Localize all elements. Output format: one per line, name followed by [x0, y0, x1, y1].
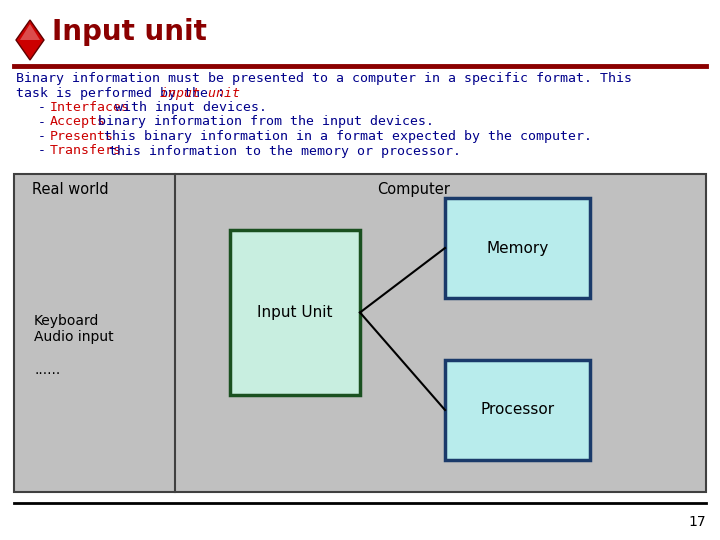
- Bar: [230, 230, 360, 395]
- Text: Interfaces: Interfaces: [50, 101, 130, 114]
- Bar: [445, 198, 590, 298]
- Text: Presents: Presents: [50, 130, 114, 143]
- Text: input unit: input unit: [160, 86, 240, 99]
- Text: Input Unit: Input Unit: [257, 305, 333, 320]
- Polygon shape: [16, 20, 44, 60]
- Text: with input devices.: with input devices.: [107, 101, 267, 114]
- Bar: [14, 174, 706, 492]
- Text: Processor: Processor: [480, 402, 554, 417]
- Text: Binary information must be presented to a computer in a specific format. This: Binary information must be presented to …: [16, 72, 632, 85]
- Text: Memory: Memory: [487, 240, 549, 255]
- Text: 17: 17: [688, 515, 706, 529]
- Text: -: -: [38, 145, 54, 158]
- Text: this information to the memory or processor.: this information to the memory or proces…: [102, 145, 462, 158]
- Polygon shape: [20, 24, 40, 40]
- Text: Keyboard
Audio input

......: Keyboard Audio input ......: [34, 314, 114, 376]
- Text: -: -: [38, 116, 54, 129]
- Text: -: -: [38, 101, 54, 114]
- Text: task is performed by the: task is performed by the: [16, 86, 216, 99]
- Text: Input unit: Input unit: [52, 18, 207, 46]
- Text: :: :: [217, 86, 225, 99]
- Text: binary information from the input devices.: binary information from the input device…: [90, 116, 433, 129]
- Text: Real world: Real world: [32, 182, 109, 197]
- Text: Transfers: Transfers: [50, 145, 122, 158]
- Bar: [445, 360, 590, 460]
- Text: -: -: [38, 130, 54, 143]
- Text: this binary information in a format expected by the computer.: this binary information in a format expe…: [96, 130, 592, 143]
- Text: Accepts: Accepts: [50, 116, 106, 129]
- Text: Computer: Computer: [377, 182, 450, 197]
